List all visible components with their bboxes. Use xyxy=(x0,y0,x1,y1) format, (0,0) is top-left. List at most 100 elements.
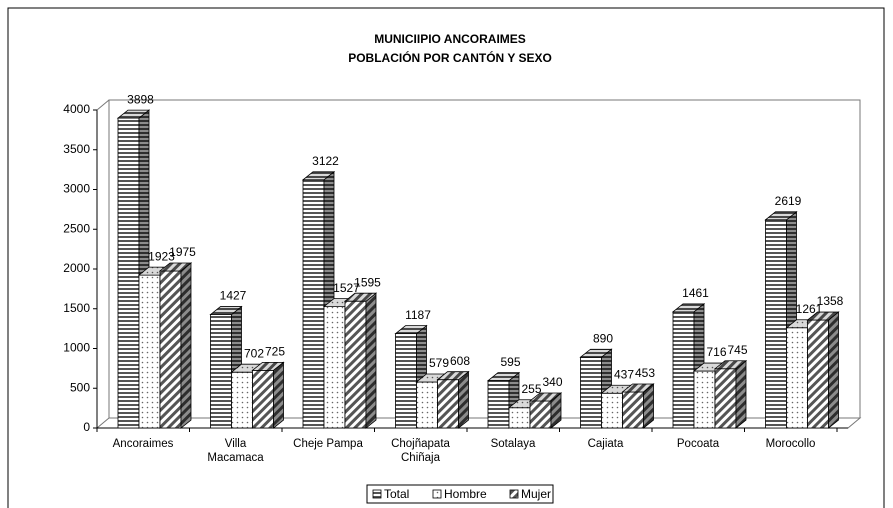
bar xyxy=(713,359,748,429)
chart-title: MUNICIIPIO ANCORAIMES xyxy=(374,32,526,46)
bar-front xyxy=(252,369,274,429)
bar-front xyxy=(693,370,716,429)
bar-top xyxy=(436,371,470,381)
value-label: 1527 xyxy=(333,281,360,295)
y-tick-label: 4000 xyxy=(63,102,90,116)
value-label: 1187 xyxy=(405,308,431,322)
y-tick-label: 3500 xyxy=(63,142,90,156)
y-tick-label: 2000 xyxy=(63,261,90,275)
bar-top xyxy=(116,109,151,119)
bar-top xyxy=(394,325,428,335)
value-label: 1261 xyxy=(796,302,823,316)
bar-front xyxy=(138,274,161,429)
bar-front xyxy=(672,311,695,429)
value-label: 890 xyxy=(593,331,613,345)
bar-front xyxy=(302,179,325,429)
legend-swatch xyxy=(509,489,519,499)
value-label: 437 xyxy=(614,367,634,381)
wall-edge xyxy=(96,99,110,111)
value-label: 3122 xyxy=(312,154,339,168)
bar-front xyxy=(765,219,787,429)
bar-top-shade xyxy=(345,293,376,302)
bar-top xyxy=(528,392,563,402)
bar-top-shade xyxy=(437,371,469,380)
bar-front xyxy=(416,381,438,429)
y-tick-label: 3000 xyxy=(63,182,90,196)
bar-top-shade xyxy=(210,306,242,315)
bar-top-shade xyxy=(395,325,427,334)
legend-label: Hombre xyxy=(444,487,487,501)
bar-top-shade xyxy=(622,383,654,392)
bar-top xyxy=(486,372,521,382)
bar-front xyxy=(601,392,623,429)
bar-front xyxy=(117,117,140,429)
bar-front xyxy=(344,300,367,429)
chart-title: POBLACIÓN POR CANTÓN Y SEXO xyxy=(348,50,552,65)
value-label: 453 xyxy=(635,366,655,380)
value-label: 1923 xyxy=(148,249,175,263)
bar-front xyxy=(786,327,808,429)
bar-top-shade xyxy=(580,349,612,358)
bar-side-shade xyxy=(181,262,191,428)
chart-frame xyxy=(7,7,885,508)
bar xyxy=(806,311,840,429)
bar-top-shade xyxy=(488,372,519,381)
bar xyxy=(158,262,193,429)
x-tick-label: Pocoata xyxy=(676,438,720,450)
bar-side-shade xyxy=(828,312,839,428)
bar-top-shade xyxy=(303,171,334,180)
bar-top xyxy=(301,171,336,181)
bar-top xyxy=(209,306,243,315)
value-label: 340 xyxy=(542,375,562,389)
y-tick-label: 500 xyxy=(70,380,90,394)
bar-top-shade xyxy=(252,362,284,371)
value-label: 1461 xyxy=(682,286,709,300)
value-label: 579 xyxy=(429,356,449,370)
legend-label: Total xyxy=(384,487,409,501)
bar-top xyxy=(671,303,706,313)
bar-top-shade xyxy=(765,211,797,220)
bar-top-shade xyxy=(118,110,149,119)
bar-front xyxy=(395,333,417,429)
bar-top xyxy=(251,361,285,371)
bar xyxy=(528,392,563,429)
x-tick-label: Cheje Pampa xyxy=(293,438,363,450)
bar-top-shade xyxy=(807,312,839,321)
bar-top xyxy=(713,360,748,370)
value-label: 702 xyxy=(244,346,264,360)
bar-top xyxy=(158,262,193,272)
bar-top-shade xyxy=(530,392,561,401)
x-tick-label: Cajiata xyxy=(587,438,624,450)
legend-label: Mujer xyxy=(521,487,551,501)
bar-top xyxy=(343,292,378,302)
value-label: 3898 xyxy=(127,92,154,106)
bar-front xyxy=(231,371,253,429)
bar-side-shade xyxy=(273,362,284,428)
bar-side-shade xyxy=(551,392,561,428)
value-label: 1595 xyxy=(354,275,381,289)
bar-front xyxy=(529,400,552,429)
bar-top-shade xyxy=(160,262,191,271)
bar-top-shade xyxy=(715,360,746,369)
bar-front xyxy=(487,380,510,429)
x-tick-label: Morocollo xyxy=(765,438,816,450)
bar-front xyxy=(210,314,232,429)
y-tick-label: 2500 xyxy=(63,221,90,235)
bar-top xyxy=(621,383,655,393)
value-label: 255 xyxy=(521,382,541,396)
legend-box xyxy=(366,484,554,504)
value-label: 725 xyxy=(265,345,285,359)
bar xyxy=(251,361,285,429)
value-label: 595 xyxy=(500,355,520,369)
bar-side-shade xyxy=(366,293,376,428)
bar-side-shade xyxy=(736,360,746,428)
x-tick-label: Chojñapata Chiñaja xyxy=(391,438,450,464)
value-label: 1358 xyxy=(817,294,844,308)
bar-front xyxy=(508,407,531,429)
bar-front xyxy=(622,391,644,429)
bar xyxy=(671,303,706,429)
y-tick-label: 0 xyxy=(83,420,90,434)
bar xyxy=(436,370,470,429)
bar-top xyxy=(764,211,798,221)
